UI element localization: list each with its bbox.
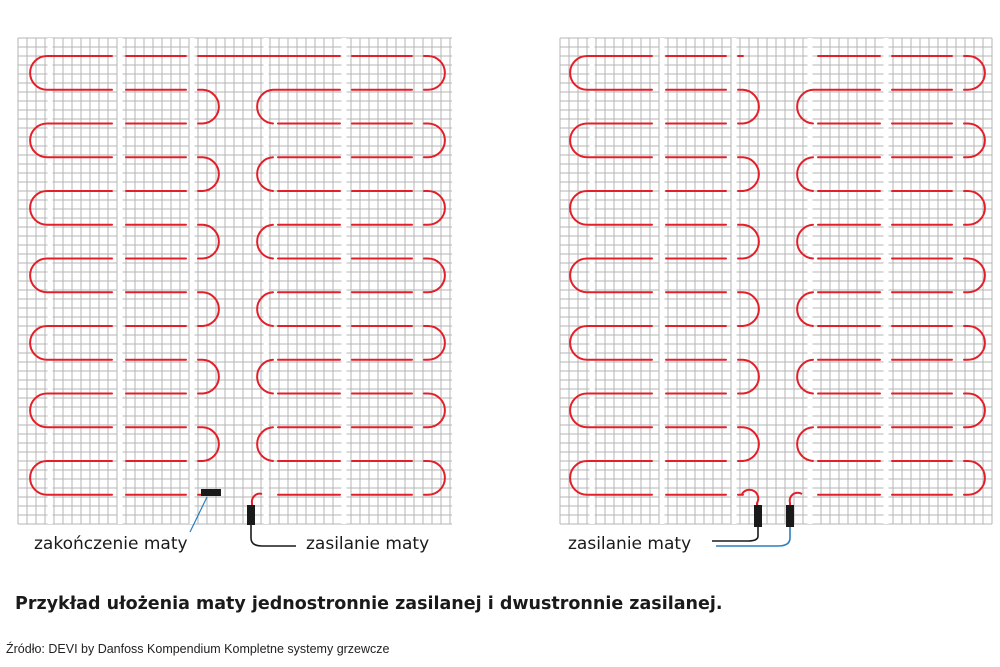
heating-cable-double-supply [569, 55, 986, 496]
heating-cable-path [29, 55, 446, 496]
mesh-strip [263, 38, 269, 524]
supply-connector-b [786, 505, 794, 527]
mesh-grid-right [559, 37, 993, 525]
figure-caption: Przykład ułożenia maty jednostronnie zas… [15, 594, 723, 614]
supply-connector-a [754, 505, 762, 527]
mat-supply-label-left: zasilanie maty [306, 534, 430, 554]
mesh-strip [47, 38, 53, 524]
supply-cable-tail-b [788, 491, 803, 506]
heating-cable-single-supply [29, 55, 446, 496]
supply-lead-b [716, 527, 791, 547]
supply-connector [247, 505, 255, 525]
supply-cable-tail [250, 492, 263, 506]
mesh-strip [189, 38, 195, 524]
end-cap-leader [189, 496, 208, 533]
heating-cable-path [569, 55, 986, 496]
supply-cable-tail-a [741, 488, 760, 506]
mesh-grid-left [17, 37, 452, 525]
connectors [189, 488, 803, 547]
end-of-mat-label: zakończenie maty [34, 534, 188, 554]
mat-supply-label-right: zasilanie maty [568, 534, 692, 554]
mesh-strip [659, 38, 665, 524]
end-cap [201, 489, 221, 496]
mesh-strip [883, 38, 889, 524]
mesh-strip [117, 38, 123, 524]
mesh-lines [559, 37, 993, 525]
mesh-strip [589, 38, 595, 524]
mesh-strip [807, 38, 813, 524]
heating-mat-diagram [17, 37, 993, 547]
source-note: Źródło: DEVI by Danfoss Kompendium Kompl… [6, 642, 390, 656]
mesh-strip [731, 38, 737, 524]
mesh-strip [341, 38, 347, 524]
supply-lead [250, 525, 296, 547]
mesh-lines [17, 37, 452, 525]
supply-lead-a [712, 527, 759, 542]
